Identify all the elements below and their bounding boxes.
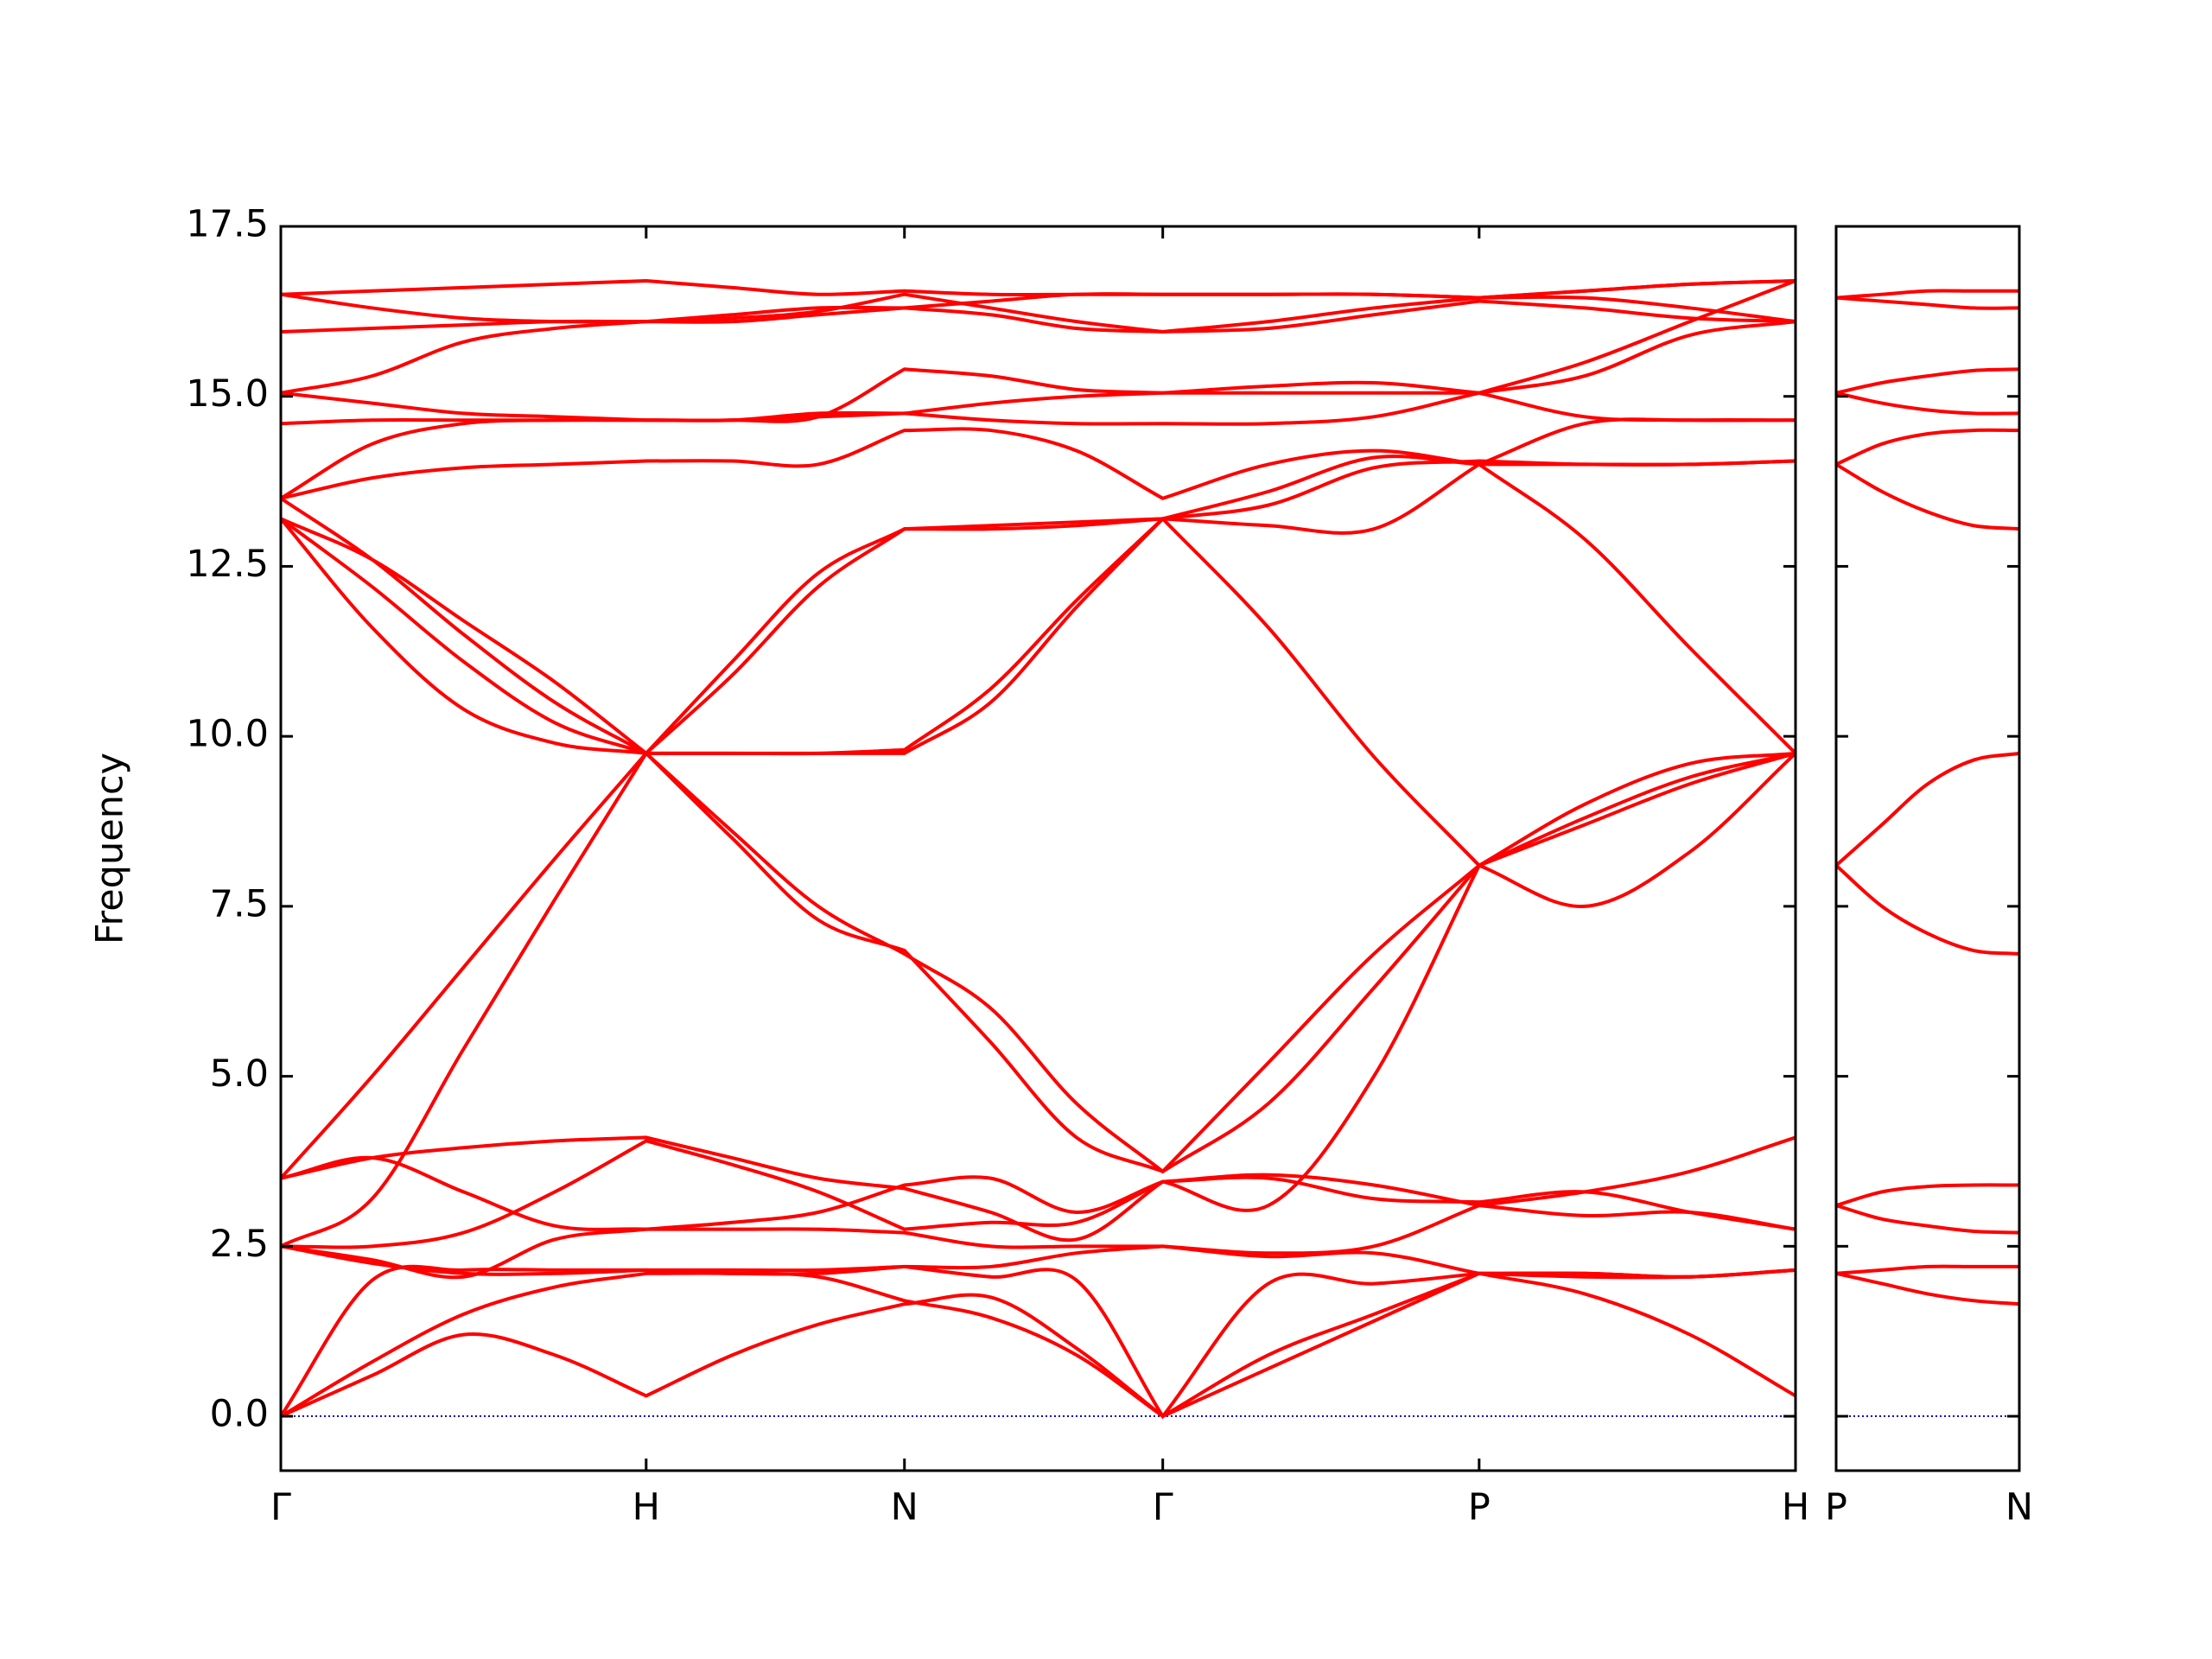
band-line [280,367,1796,423]
x-tick-label: P [1825,1486,1847,1529]
y-tick-label: 2.5 [210,1223,269,1266]
band-line [1835,289,2019,300]
band-line [1835,1264,2019,1275]
band-line [280,1204,1796,1280]
y-tick-label: 15.0 [186,372,269,416]
band-line [280,454,1796,756]
band-line [1835,391,2020,416]
x-tick-label: Γ [270,1486,291,1529]
band-line [279,517,1796,1179]
band-line [1834,462,2020,531]
y-tick-label: 0.0 [210,1393,269,1436]
x-tick-label: Γ [1153,1486,1173,1529]
y-tick-label: 5.0 [210,1052,269,1096]
x-tick-label: N [2005,1486,2033,1529]
y-tick-label: 10.0 [186,713,269,756]
band-line [279,517,1797,1174]
band-line [279,462,1797,755]
band-line [279,497,1796,1174]
x-tick-label: P [1468,1486,1491,1529]
band-line [1835,296,2020,310]
y-tick-label: 7.5 [210,882,269,925]
x-tick-label: H [632,1486,660,1529]
band-line [280,1271,1797,1419]
band-line [1835,1183,2020,1208]
axes-frame [279,225,1797,1472]
band-line [280,1135,1796,1249]
band-line [1834,751,2020,868]
band-line [1835,367,2020,395]
band-line [280,278,1796,300]
band-line [280,417,1796,500]
band-line [1834,864,2020,956]
band-line [1835,428,2020,467]
axes-frame [1834,225,2021,1472]
y-tick-label: 17.5 [186,203,269,246]
band-line [280,292,1796,324]
band-line [279,1268,1796,1419]
band-line [280,320,1796,426]
band-line [280,1155,1796,1231]
band-line [1835,1204,2020,1235]
band-line [280,292,1796,334]
band-line [280,459,1796,1249]
band-line [280,751,1796,1243]
x-tick-label: N [891,1486,918,1529]
y-axis-label: Frequency [89,753,132,944]
y-tick-label: 12.5 [186,543,269,586]
x-tick-label: H [1782,1486,1809,1529]
band-line [280,1244,1796,1279]
band-line [1835,1271,2020,1306]
